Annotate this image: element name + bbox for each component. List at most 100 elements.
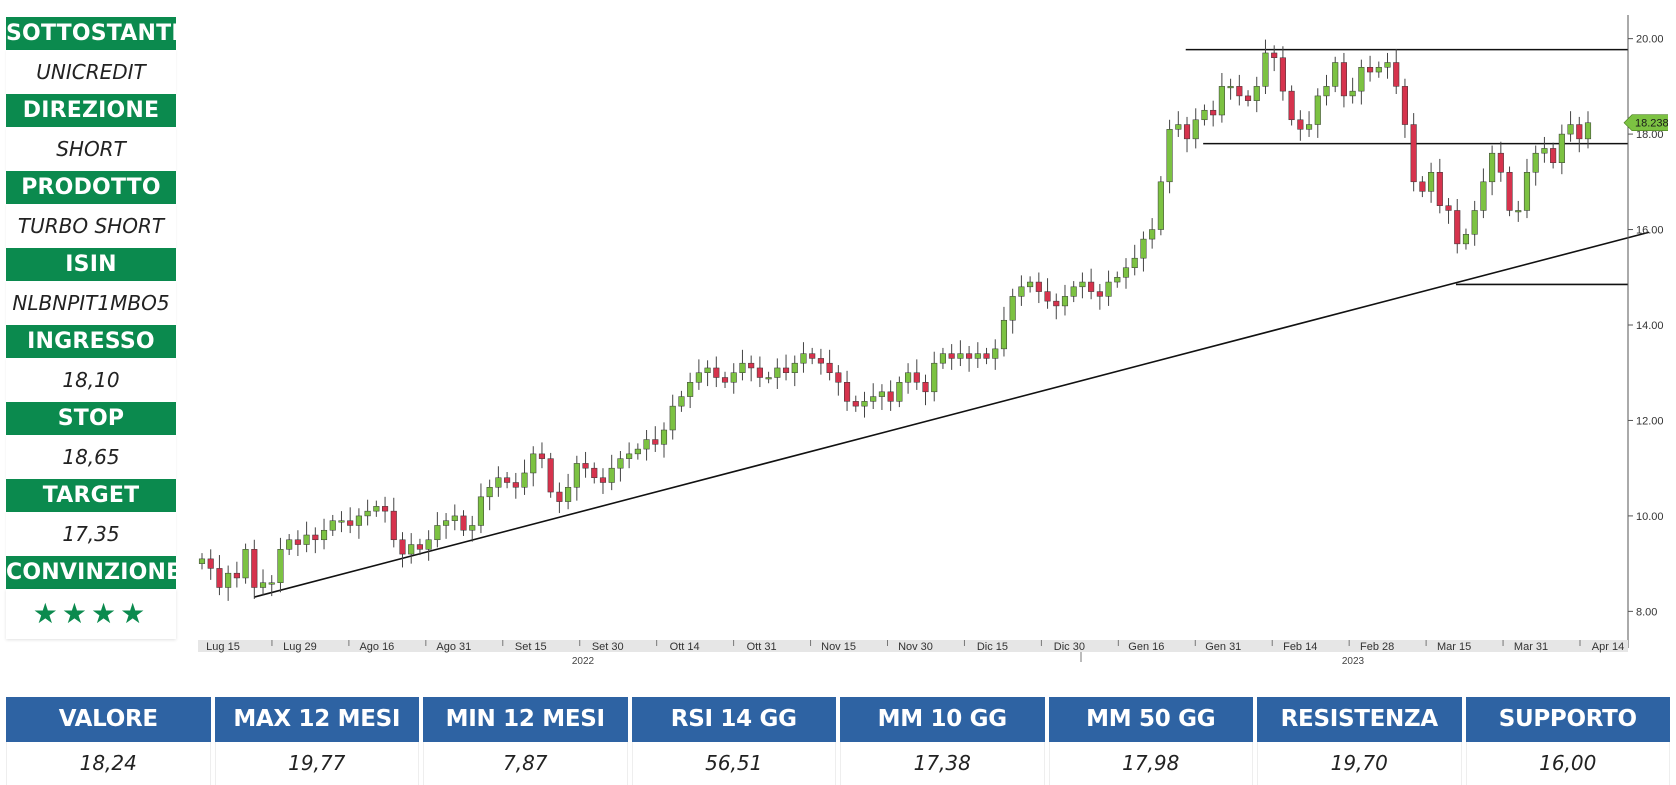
- stats-value-cell: 17,38: [840, 742, 1045, 785]
- candle-body: [1367, 67, 1374, 73]
- sidebar-value: 18,65: [6, 435, 176, 479]
- last-price-tag: [1623, 114, 1668, 132]
- stats-value-cell: 16,00: [1465, 742, 1670, 785]
- candle-body: [1288, 90, 1295, 121]
- candle-body: [469, 525, 476, 531]
- candle-body: [486, 487, 493, 498]
- year-label: 2022: [572, 656, 595, 667]
- candle-body: [277, 549, 284, 583]
- candle-body: [1114, 277, 1121, 283]
- candle-body: [1253, 86, 1260, 101]
- stats-value-row: 18,24 19,77 7,87 56,51 17,38 17,98 19,70 16,00: [6, 742, 1670, 785]
- stats-header-cell: MAX 12 MESI: [214, 697, 419, 742]
- candle-body: [1462, 234, 1470, 245]
- chart-axes: 8.00 10.00 12.00 14.00 16.00 18.00 20.00 Lug 15…: [198, 15, 1668, 667]
- candle-body: [259, 582, 267, 588]
- candle-body: [582, 463, 589, 469]
- candle-body: [1323, 86, 1330, 97]
- x-tick-label: Set 30: [592, 641, 624, 653]
- candle-body: [852, 401, 859, 407]
- candle-body: [495, 477, 502, 488]
- sidebar-label: PRODOTTO: [6, 171, 176, 204]
- candle-body: [809, 353, 816, 359]
- candle-body: [1471, 210, 1478, 235]
- stats-value-cell: 19,77: [214, 742, 419, 785]
- x-tick-label: Feb 28: [1360, 641, 1394, 653]
- candle-body: [730, 372, 737, 383]
- candle-body: [1201, 109, 1208, 121]
- sidebar-label: DIREZIONE: [6, 94, 176, 127]
- candle-body: [1454, 210, 1461, 245]
- candle-body: [966, 353, 973, 359]
- candle-body: [1053, 300, 1060, 307]
- candle-body: [329, 520, 336, 531]
- chart-candles: [198, 39, 1592, 601]
- candle-body: [207, 558, 214, 569]
- candle-body: [1340, 62, 1347, 97]
- x-tick-label: Gen 16: [1128, 641, 1164, 653]
- sidebar-label: ISIN: [6, 248, 176, 281]
- candle-body: [1384, 62, 1391, 68]
- candle-body: [896, 382, 903, 402]
- candle-body: [922, 382, 929, 393]
- candle-body: [844, 382, 851, 402]
- candle-body: [1480, 181, 1487, 211]
- candle-body: [1558, 133, 1565, 163]
- y-tick-label: 8.00: [1636, 606, 1657, 618]
- candle-body: [1018, 286, 1025, 297]
- stats-header-cell: RESISTENZA: [1257, 697, 1462, 742]
- candle-body: [1175, 124, 1182, 130]
- trendline: [254, 231, 1650, 598]
- candle-body: [800, 353, 807, 364]
- candle-body: [1035, 281, 1042, 292]
- sidebar-label: CONVINZIONE: [6, 556, 181, 589]
- candle-body: [887, 391, 894, 402]
- candle-body: [556, 491, 563, 502]
- sidebar-value: NLBNPIT1MBO5: [6, 281, 176, 325]
- candle-body: [1061, 296, 1069, 307]
- candle-body: [1262, 52, 1269, 87]
- candle-body: [1210, 109, 1217, 116]
- stats-header-row: VALORE MAX 12 MESI MIN 12 MESI RSI 14 GG MM …: [6, 697, 1670, 742]
- candle-body: [1541, 148, 1548, 154]
- candle-body: [1523, 172, 1531, 211]
- candle-body: [242, 549, 249, 579]
- candle-body: [591, 467, 598, 478]
- candle-body: [382, 506, 389, 512]
- candle-body: [1271, 52, 1278, 58]
- candle-body: [1166, 129, 1173, 183]
- x-tick-label: Ott 31: [747, 641, 777, 653]
- candle-body: [1419, 181, 1426, 192]
- sidebar-value: 18,10: [6, 358, 176, 402]
- x-tick-label: Ott 14: [670, 641, 700, 653]
- candle-body: [1149, 229, 1156, 240]
- x-tick-label: Nov 15: [821, 641, 856, 653]
- y-tick-label: 18.00: [1636, 129, 1664, 141]
- candle-body: [695, 372, 702, 383]
- candle-body: [739, 362, 746, 373]
- last-price-label: 18.238: [1635, 118, 1668, 130]
- x-tick-label: Mar 31: [1514, 641, 1548, 653]
- x-tick-label: Apr 14: [1592, 641, 1624, 653]
- x-tick-label: Lug 15: [206, 641, 240, 653]
- candle-body: [1183, 124, 1191, 140]
- candle-body: [1358, 67, 1365, 92]
- candle-body: [1428, 172, 1435, 192]
- candle-body: [216, 568, 223, 588]
- y-tick-label: 10.00: [1636, 511, 1664, 523]
- candle-body: [870, 396, 877, 402]
- candle-body: [1567, 124, 1574, 135]
- candle-body: [1497, 152, 1504, 173]
- x-tick-label: Dic 15: [977, 641, 1008, 653]
- candle-body: [765, 377, 772, 380]
- candle-body: [1515, 210, 1522, 213]
- candle-body: [660, 429, 668, 445]
- candle-body: [756, 367, 763, 378]
- candle-body: [1401, 86, 1408, 125]
- sidebar-label: TARGET: [6, 479, 176, 512]
- candle-body: [390, 510, 397, 541]
- candle-body: [817, 358, 824, 364]
- candle-body: [1489, 152, 1496, 183]
- candle-body: [826, 362, 833, 373]
- candle-body: [1027, 281, 1034, 288]
